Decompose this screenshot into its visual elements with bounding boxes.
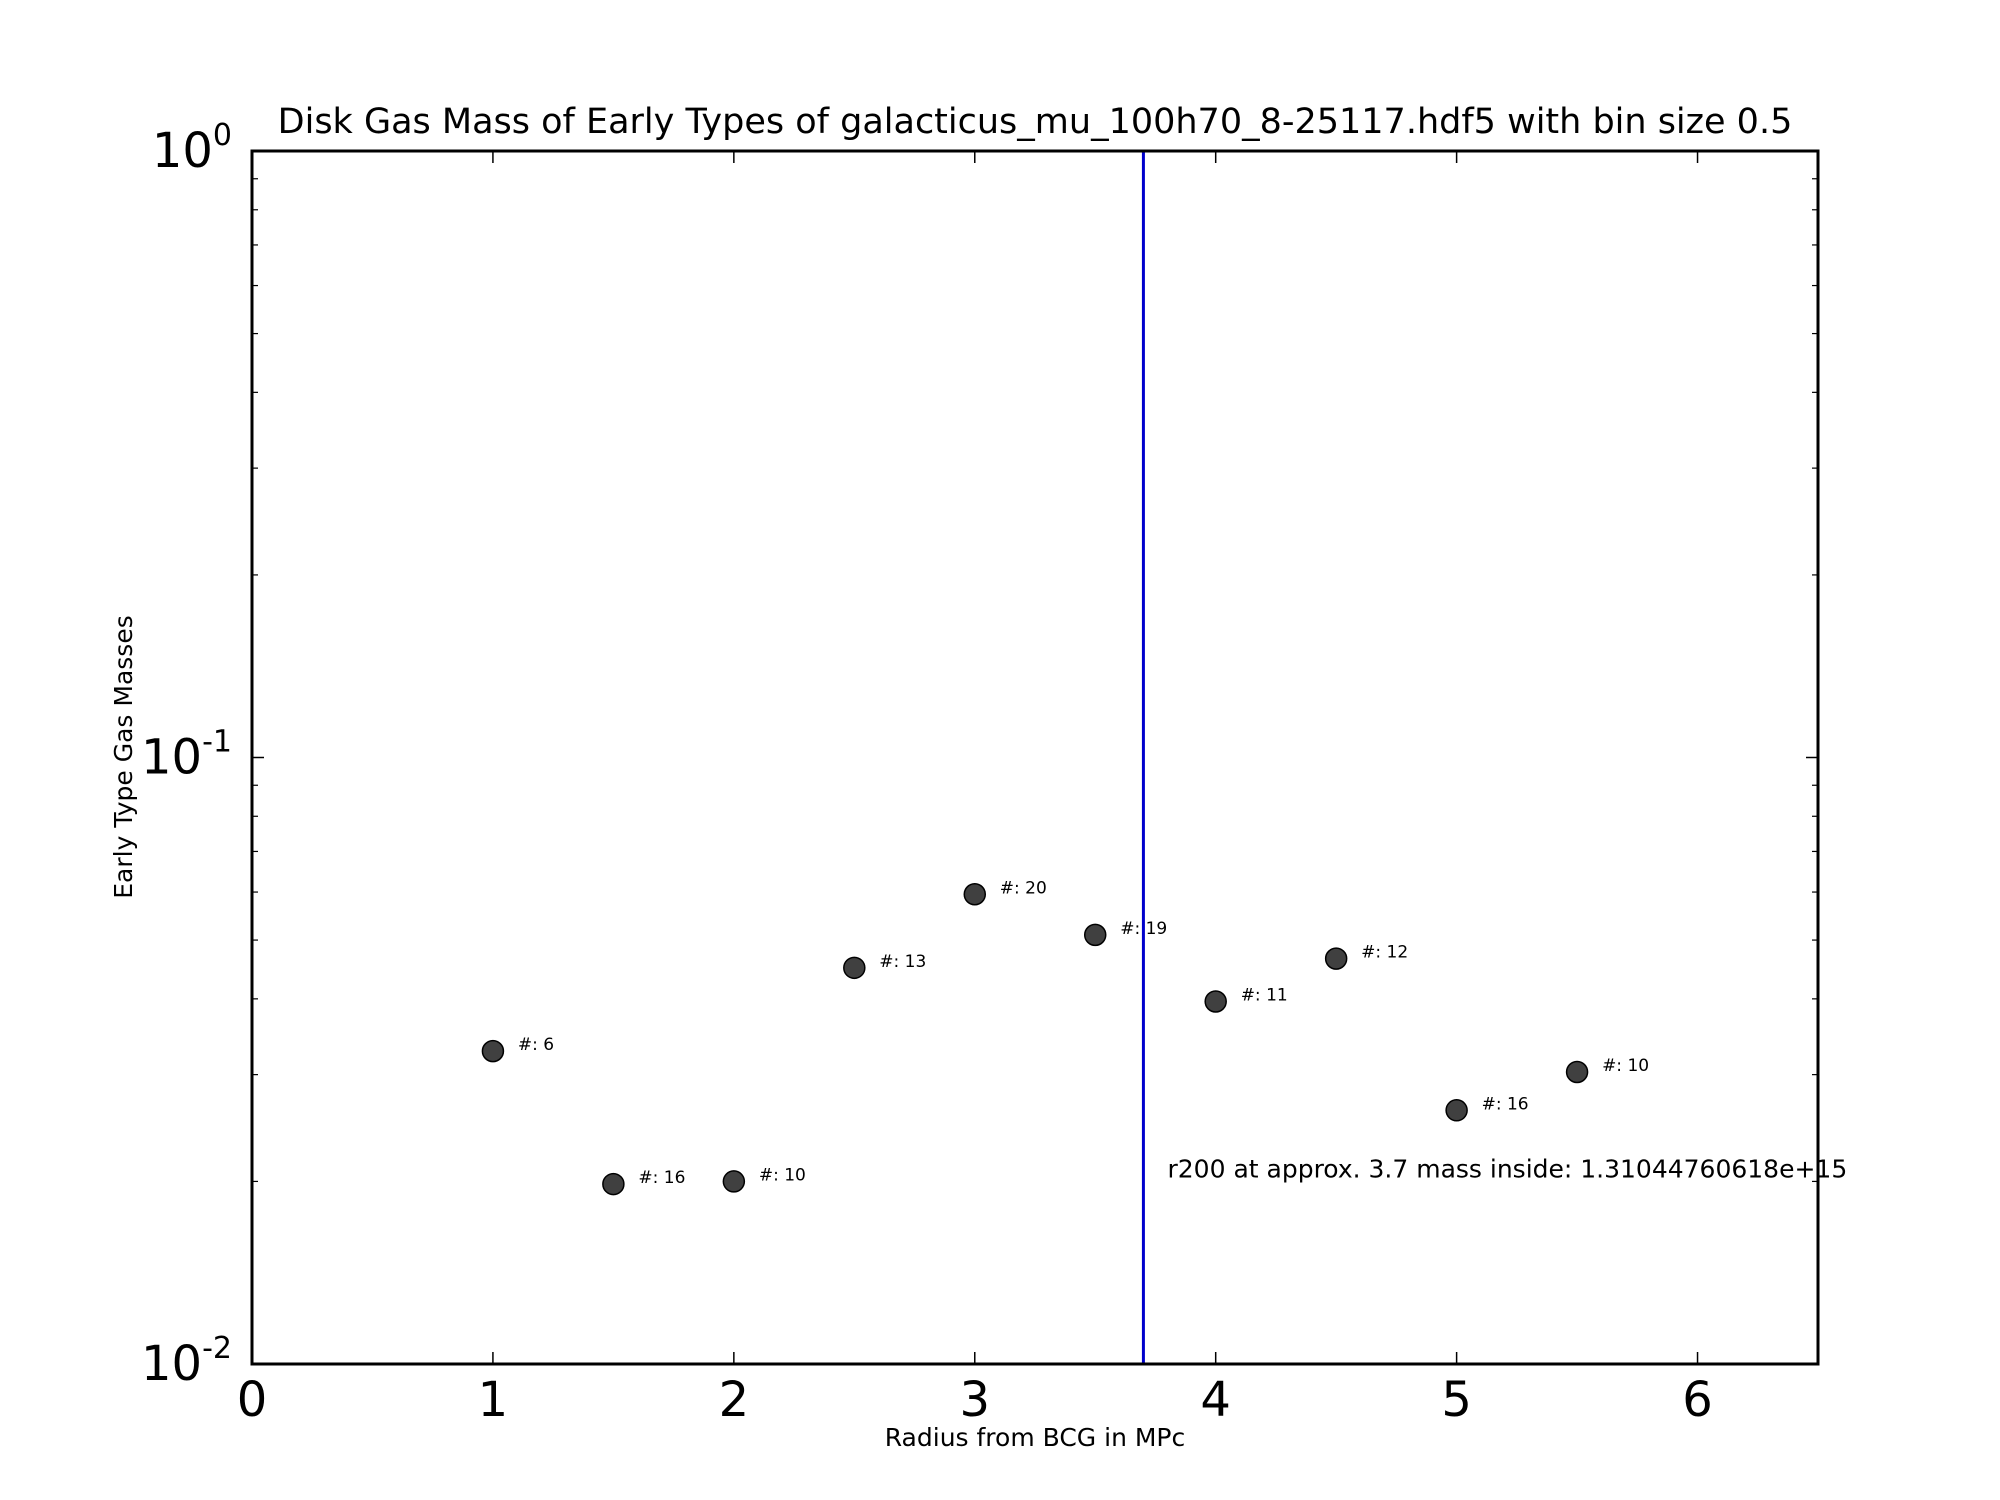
x-axis-label: Radius from BCG in MPc	[885, 1423, 1186, 1452]
y-tick-label: 100	[152, 118, 232, 179]
x-tick-label: 5	[1441, 1372, 1472, 1428]
x-tick-label: 6	[1682, 1372, 1713, 1428]
data-point	[843, 956, 866, 980]
axis-ticks: 0 1 2 3 4 5 6 10-2 10-1 100	[141, 118, 1818, 1428]
data-point	[1445, 1099, 1468, 1122]
data-point-label: #: 11	[1241, 985, 1288, 1005]
data-point	[722, 1170, 746, 1193]
data-point-label: #: 10	[1602, 1056, 1649, 1076]
x-tick-label: 0	[237, 1372, 268, 1428]
data-point	[1324, 947, 1348, 970]
y-tick-label: 10-2	[141, 1331, 232, 1392]
x-tick-label: 4	[1200, 1372, 1231, 1428]
data-point	[1204, 990, 1227, 1013]
data-point-label: #: 16	[1482, 1094, 1529, 1114]
chart-title: Disk Gas Mass of Early Types of galactic…	[278, 102, 1793, 142]
data-point-label: #: 13	[879, 952, 926, 972]
x-tick-label: 2	[719, 1372, 750, 1428]
data-point-label: #: 6	[518, 1035, 554, 1055]
data-point-label: #: 20	[1000, 878, 1047, 898]
r200-annotation: r200 at approx. 3.7 mass inside: 1.31044…	[1168, 1154, 1848, 1183]
y-tick-label: 10-1	[141, 725, 232, 786]
data-point-label: #: 16	[638, 1168, 685, 1188]
data-point	[963, 883, 987, 906]
y-axis-label: Early Type Gas Masses	[109, 615, 138, 898]
data-point-label: #: 12	[1361, 943, 1408, 963]
plot-frame	[250, 149, 1820, 1366]
data-point	[602, 1172, 625, 1196]
data-point-label: #: 10	[759, 1165, 806, 1185]
data-point	[481, 1039, 505, 1063]
data-point	[1565, 1060, 1589, 1084]
x-tick-label: 1	[478, 1372, 509, 1428]
data-point-label: #: 19	[1120, 919, 1167, 939]
x-tick-label: 3	[959, 1372, 990, 1428]
data-points: #: 6 #: 16 #: 10 #: 13 #: 20 #: 19 #: 11 #: 12 #…	[481, 878, 1649, 1196]
data-point	[1083, 923, 1107, 947]
